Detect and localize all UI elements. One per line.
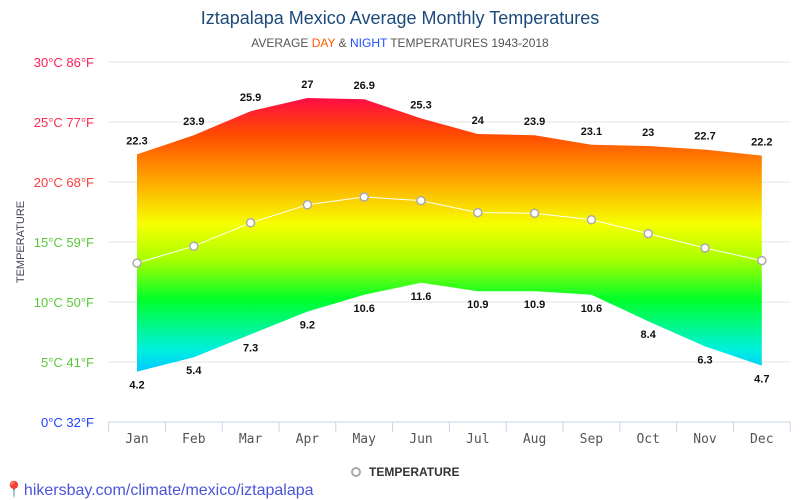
x-tick-label: Dec xyxy=(750,432,773,447)
legend-label[interactable]: TEMPERATURE xyxy=(369,465,459,479)
x-tick-label: Jul xyxy=(466,432,489,447)
day-value-label: 23.9 xyxy=(524,116,545,128)
night-value-label: 4.7 xyxy=(754,374,769,386)
day-value-label: 26.9 xyxy=(353,80,374,92)
day-value-label: 24 xyxy=(472,115,485,127)
temperature-point[interactable] xyxy=(529,208,540,218)
x-tick-label: Apr xyxy=(296,432,320,447)
night-value-label: 10.9 xyxy=(524,299,545,311)
night-value-label: 10.6 xyxy=(581,303,602,315)
y-tick-label: 15°C 59°F xyxy=(34,235,94,250)
x-tick-label: Jan xyxy=(125,432,148,447)
day-value-label: 25.9 xyxy=(240,92,261,104)
y-tick-label: 25°C 77°F xyxy=(34,115,94,130)
legend-marker[interactable] xyxy=(351,467,361,477)
temperature-point[interactable] xyxy=(700,243,710,253)
temperature-point[interactable] xyxy=(302,200,313,210)
chart-title: Iztapalapa Mexico Average Monthly Temper… xyxy=(200,8,600,28)
temperature-point[interactable] xyxy=(189,241,199,251)
location-pin-icon: 📍 xyxy=(4,482,24,499)
temperature-point[interactable] xyxy=(586,215,597,225)
temperature-point[interactable] xyxy=(132,258,142,268)
day-value-label: 23 xyxy=(642,127,654,139)
night-value-label: 10.6 xyxy=(353,303,374,315)
y-tick-label: 30°C 86°F xyxy=(34,55,94,70)
temperature-line xyxy=(136,196,762,264)
x-tick-label: Sep xyxy=(580,432,604,447)
source-link[interactable]: 📍hikersbay.com/climate/mexico/iztapalapa xyxy=(4,480,314,500)
y-tick-label: 0°C 32°F xyxy=(41,415,94,430)
y-tick-label: 5°C 41°F xyxy=(41,355,94,370)
temperature-point[interactable] xyxy=(643,228,653,239)
night-value-label: 8.4 xyxy=(641,329,657,341)
night-value-label: 11.6 xyxy=(411,291,432,303)
day-value-label: 27 xyxy=(301,79,313,91)
night-value-label: 10.9 xyxy=(467,299,488,311)
day-night-range-area xyxy=(137,98,762,372)
source-url[interactable]: hikersbay.com/climate/mexico/iztapalapa xyxy=(23,482,314,499)
x-tick-label: May xyxy=(352,432,376,447)
day-value-label: 25.3 xyxy=(410,99,431,111)
y-tick-label: 20°C 68°F xyxy=(34,175,94,190)
day-value-label: 22.2 xyxy=(751,137,772,149)
day-value-label: 22.3 xyxy=(126,135,147,147)
chart-subtitle: AVERAGE DAY & NIGHT TEMPERATURES 1943-20… xyxy=(0,36,800,50)
night-value-label: 4.2 xyxy=(129,380,144,392)
day-value-label: 23.1 xyxy=(581,126,602,138)
night-value-label: 9.2 xyxy=(300,320,315,332)
day-value-label: 23.9 xyxy=(183,116,204,128)
subtitle-day: DAY xyxy=(311,36,336,50)
x-tick-label: Feb xyxy=(182,432,206,447)
temperature-point[interactable] xyxy=(757,255,767,266)
x-tick-label: Oct xyxy=(636,432,659,447)
temperature-point[interactable] xyxy=(359,192,369,202)
temperature-point[interactable] xyxy=(245,218,256,228)
night-value-label: 5.4 xyxy=(186,365,202,377)
subtitle-post: TEMPERATURES 1943-2018 xyxy=(387,36,549,50)
temperature-point[interactable] xyxy=(473,207,483,218)
night-value-label: 7.3 xyxy=(243,342,258,354)
x-tick-label: Jun xyxy=(409,432,432,447)
x-tick-label: Aug xyxy=(523,432,546,447)
x-tick-label: Mar xyxy=(239,432,263,447)
subtitle-text: AVERAGE xyxy=(251,36,312,50)
subtitle-night: NIGHT xyxy=(349,36,388,50)
x-tick-label: Nov xyxy=(693,432,717,447)
subtitle-amp: & xyxy=(335,36,350,50)
y-tick-label: 10°C 50°F xyxy=(34,295,94,310)
y-axis-label: TEMPERATURE xyxy=(15,201,27,283)
night-value-label: 6.3 xyxy=(697,354,712,366)
temperature-point[interactable] xyxy=(416,195,426,206)
day-value-label: 22.7 xyxy=(694,131,715,143)
